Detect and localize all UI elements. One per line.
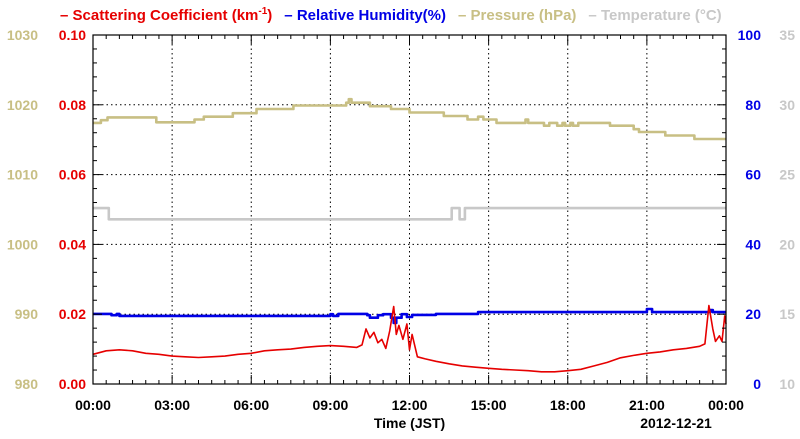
legend-layer: – Scattering Coefficient (km-1) – Relativ… — [60, 6, 722, 24]
y-tick-label-pressure: 980 — [15, 376, 39, 392]
y-tick-label-pressure: 1030 — [7, 27, 38, 43]
y-tick-label-temp: 10 — [779, 376, 795, 392]
y-tick-label-scatter: 0.06 — [59, 167, 86, 183]
y-tick-label-scatter: 0.04 — [59, 236, 86, 252]
x-tick-label: 03:00 — [154, 397, 190, 413]
y-tick-label-pressure: 1010 — [7, 167, 38, 183]
y-tick-label-pressure: 1020 — [7, 97, 38, 113]
x-tick-label: 15:00 — [471, 397, 507, 413]
legend-item-pressure: – Pressure (hPa) — [458, 7, 576, 24]
axis-label-layer: 00:00 03:00 06:00 09:00 12:00 15:00 18:00 21:00… — [7, 27, 795, 413]
y-tick-label-pressure: 990 — [15, 306, 39, 322]
tick-layer — [92, 34, 727, 385]
y-tick-label-rh: 80 — [745, 97, 761, 113]
y-tick-label-temp: 25 — [779, 167, 795, 183]
y-tick-label-temp: 35 — [779, 27, 795, 43]
date-label: 2012-12-21 — [640, 415, 712, 431]
grid-layer — [93, 35, 726, 384]
y-tick-label-scatter: 0.10 — [59, 27, 86, 43]
x-axis-title: Time (JST) — [374, 415, 445, 431]
x-tick-label: 00:00 — [708, 397, 744, 413]
y-tick-label-scatter: 0.00 — [59, 376, 86, 392]
y-tick-label-temp: 20 — [779, 236, 795, 252]
plot-frame — [92, 34, 727, 385]
x-tick-label: 00:00 — [75, 397, 111, 413]
series-line-rh — [93, 307, 726, 325]
y-tick-label-temp: 30 — [779, 97, 795, 113]
series-line-scatter — [92, 304, 727, 373]
y-tick-label-temp: 15 — [779, 306, 795, 322]
y-tick-label-scatter: 0.08 — [59, 97, 86, 113]
series-line-pressure — [93, 97, 726, 141]
y-tick-label-rh: 0 — [753, 376, 761, 392]
x-tick-label: 18:00 — [550, 397, 586, 413]
series-line-temp — [93, 206, 726, 221]
series-layer — [92, 97, 727, 373]
y-tick-label-scatter: 0.02 — [59, 306, 86, 322]
y-tick-label-rh: 100 — [738, 27, 762, 43]
y-tick-label-rh: 60 — [745, 167, 761, 183]
legend-item-scatter: – Scattering Coefficient (km-1) — [60, 6, 272, 24]
legend-item-temp: – Temperature (°C) — [588, 7, 721, 24]
x-tick-label: 09:00 — [312, 397, 348, 413]
x-tick-label: 06:00 — [233, 397, 269, 413]
legend-item-rh: – Relative Humidity(%) — [284, 7, 446, 24]
y-tick-label-rh: 20 — [745, 306, 761, 322]
x-tick-label: 21:00 — [629, 397, 665, 413]
y-tick-label-rh: 40 — [745, 236, 761, 252]
y-tick-label-pressure: 1000 — [7, 236, 38, 252]
x-tick-label: 12:00 — [392, 397, 428, 413]
